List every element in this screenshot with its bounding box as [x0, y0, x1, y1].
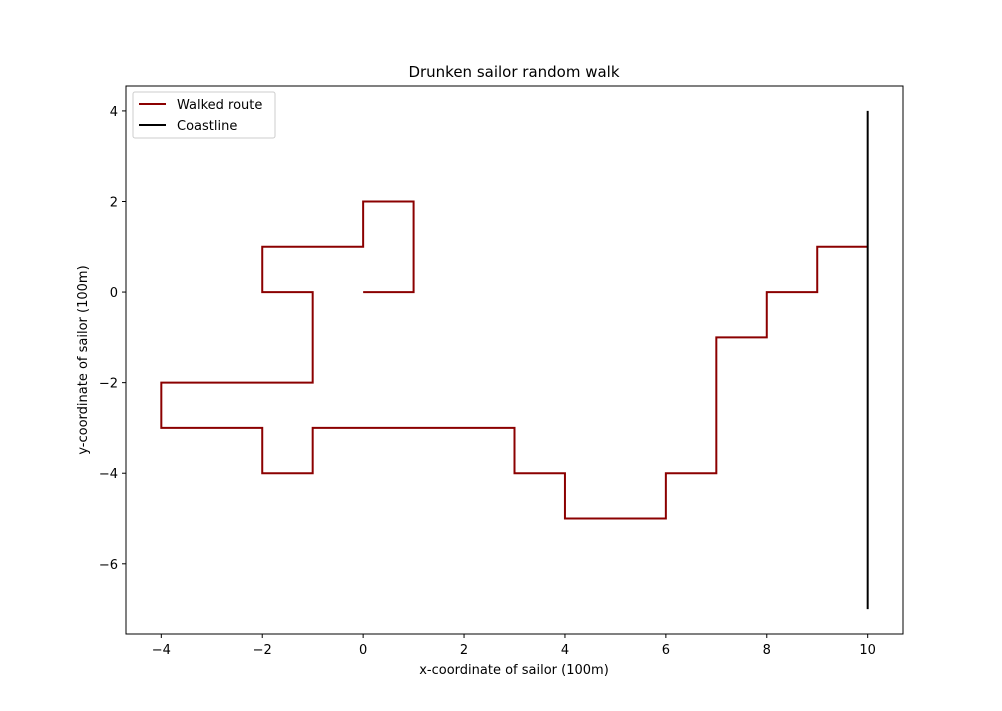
legend: Walked route Coastline	[132, 91, 276, 139]
y-tick-label: 4	[110, 105, 118, 120]
legend-box	[132, 91, 276, 139]
x-tick-label: 8	[763, 643, 771, 658]
x-tick-label: −4	[152, 643, 171, 658]
y-tick-label: 0	[110, 286, 118, 301]
x-tick-label: 2	[460, 643, 468, 658]
series-layer	[160, 110, 869, 610]
plot-frame	[125, 85, 904, 635]
x-tick-label: 6	[662, 643, 670, 658]
legend-label-coastline: Coastline	[177, 119, 237, 134]
y-axis-label: y-coordinate of sailor (100m)	[76, 265, 91, 454]
series-line-walked-route	[160, 200, 868, 520]
x-tick-label: −2	[253, 643, 272, 658]
chart-title: Drunken sailor random walk	[408, 63, 619, 81]
y-tick-label: −4	[99, 467, 118, 482]
y-axis: −6 −4 −2 0 2 4	[99, 105, 126, 573]
x-axis-label: x-coordinate of sailor (100m)	[419, 663, 609, 678]
x-tick-label: 4	[561, 643, 569, 658]
x-tick-label: 10	[859, 643, 876, 658]
y-tick-label: −2	[99, 377, 118, 392]
x-axis: −4 −2 0 2 4 6 8 10	[152, 634, 876, 658]
x-tick-label: 0	[359, 643, 367, 658]
y-tick-label: −6	[99, 558, 118, 573]
y-tick-label: 2	[110, 195, 118, 210]
legend-label-walked-route: Walked route	[177, 98, 262, 113]
